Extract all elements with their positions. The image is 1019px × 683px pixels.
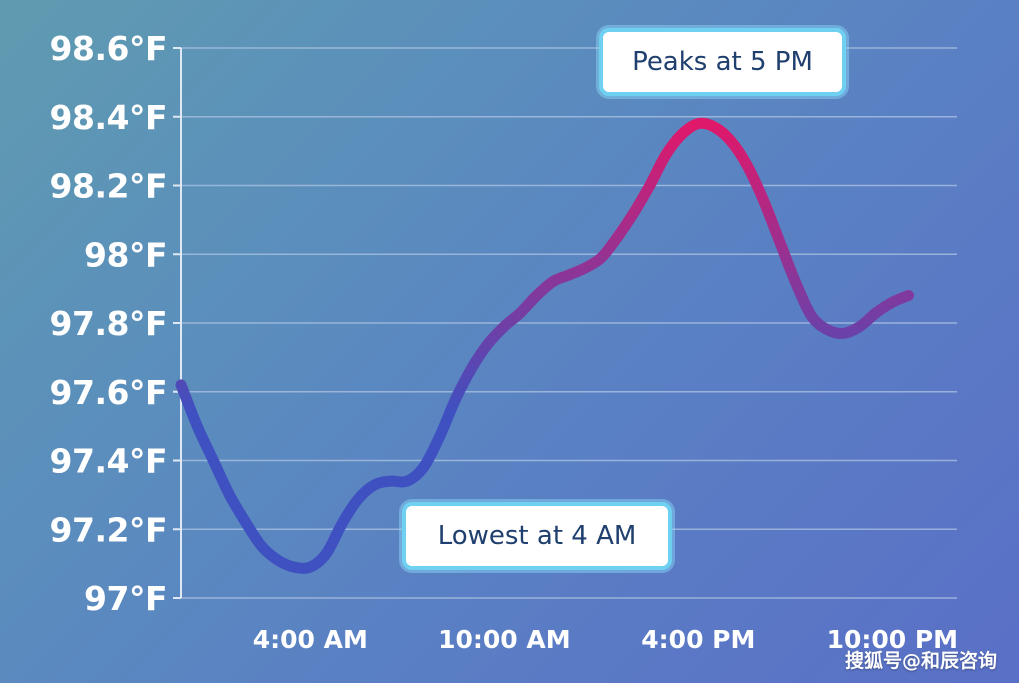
y-tick-label: 97°F [84, 579, 167, 618]
y-tick-label: 98°F [84, 235, 167, 274]
x-tick-labels: 4:00 AM 10:00 AM 4:00 PM 10:00 PM [253, 625, 958, 654]
y-tick-label: 98.6°F [50, 29, 167, 68]
lowest-annotation: Lowest at 4 AM [402, 502, 672, 570]
y-tick-label: 98.2°F [50, 167, 167, 206]
x-tick-label: 4:00 PM [641, 625, 755, 654]
x-tick-label: 4:00 AM [253, 625, 368, 654]
peak-annotation: Peaks at 5 PM [599, 28, 846, 96]
y-tick-label: 97.4°F [50, 442, 167, 481]
x-tick-label: 10:00 PM [827, 625, 958, 654]
gridlines [181, 47, 957, 599]
x-tick-label: 10:00 AM [438, 625, 571, 654]
y-axis [173, 47, 182, 599]
series-layer [175, 117, 914, 574]
y-tick-labels: 97°F 97.2°F 97.4°F 97.6°F 97.8°F 98°F 98.2°F 98… [50, 29, 168, 618]
series-line-temperature [175, 117, 914, 574]
y-tick-label: 97.8°F [50, 304, 167, 343]
watermark: 搜狐号@和辰咨询 [844, 650, 997, 672]
y-tick-label: 97.6°F [50, 373, 167, 412]
y-tick-label: 98.4°F [50, 98, 167, 137]
y-tick-label: 97.2°F [50, 510, 167, 549]
